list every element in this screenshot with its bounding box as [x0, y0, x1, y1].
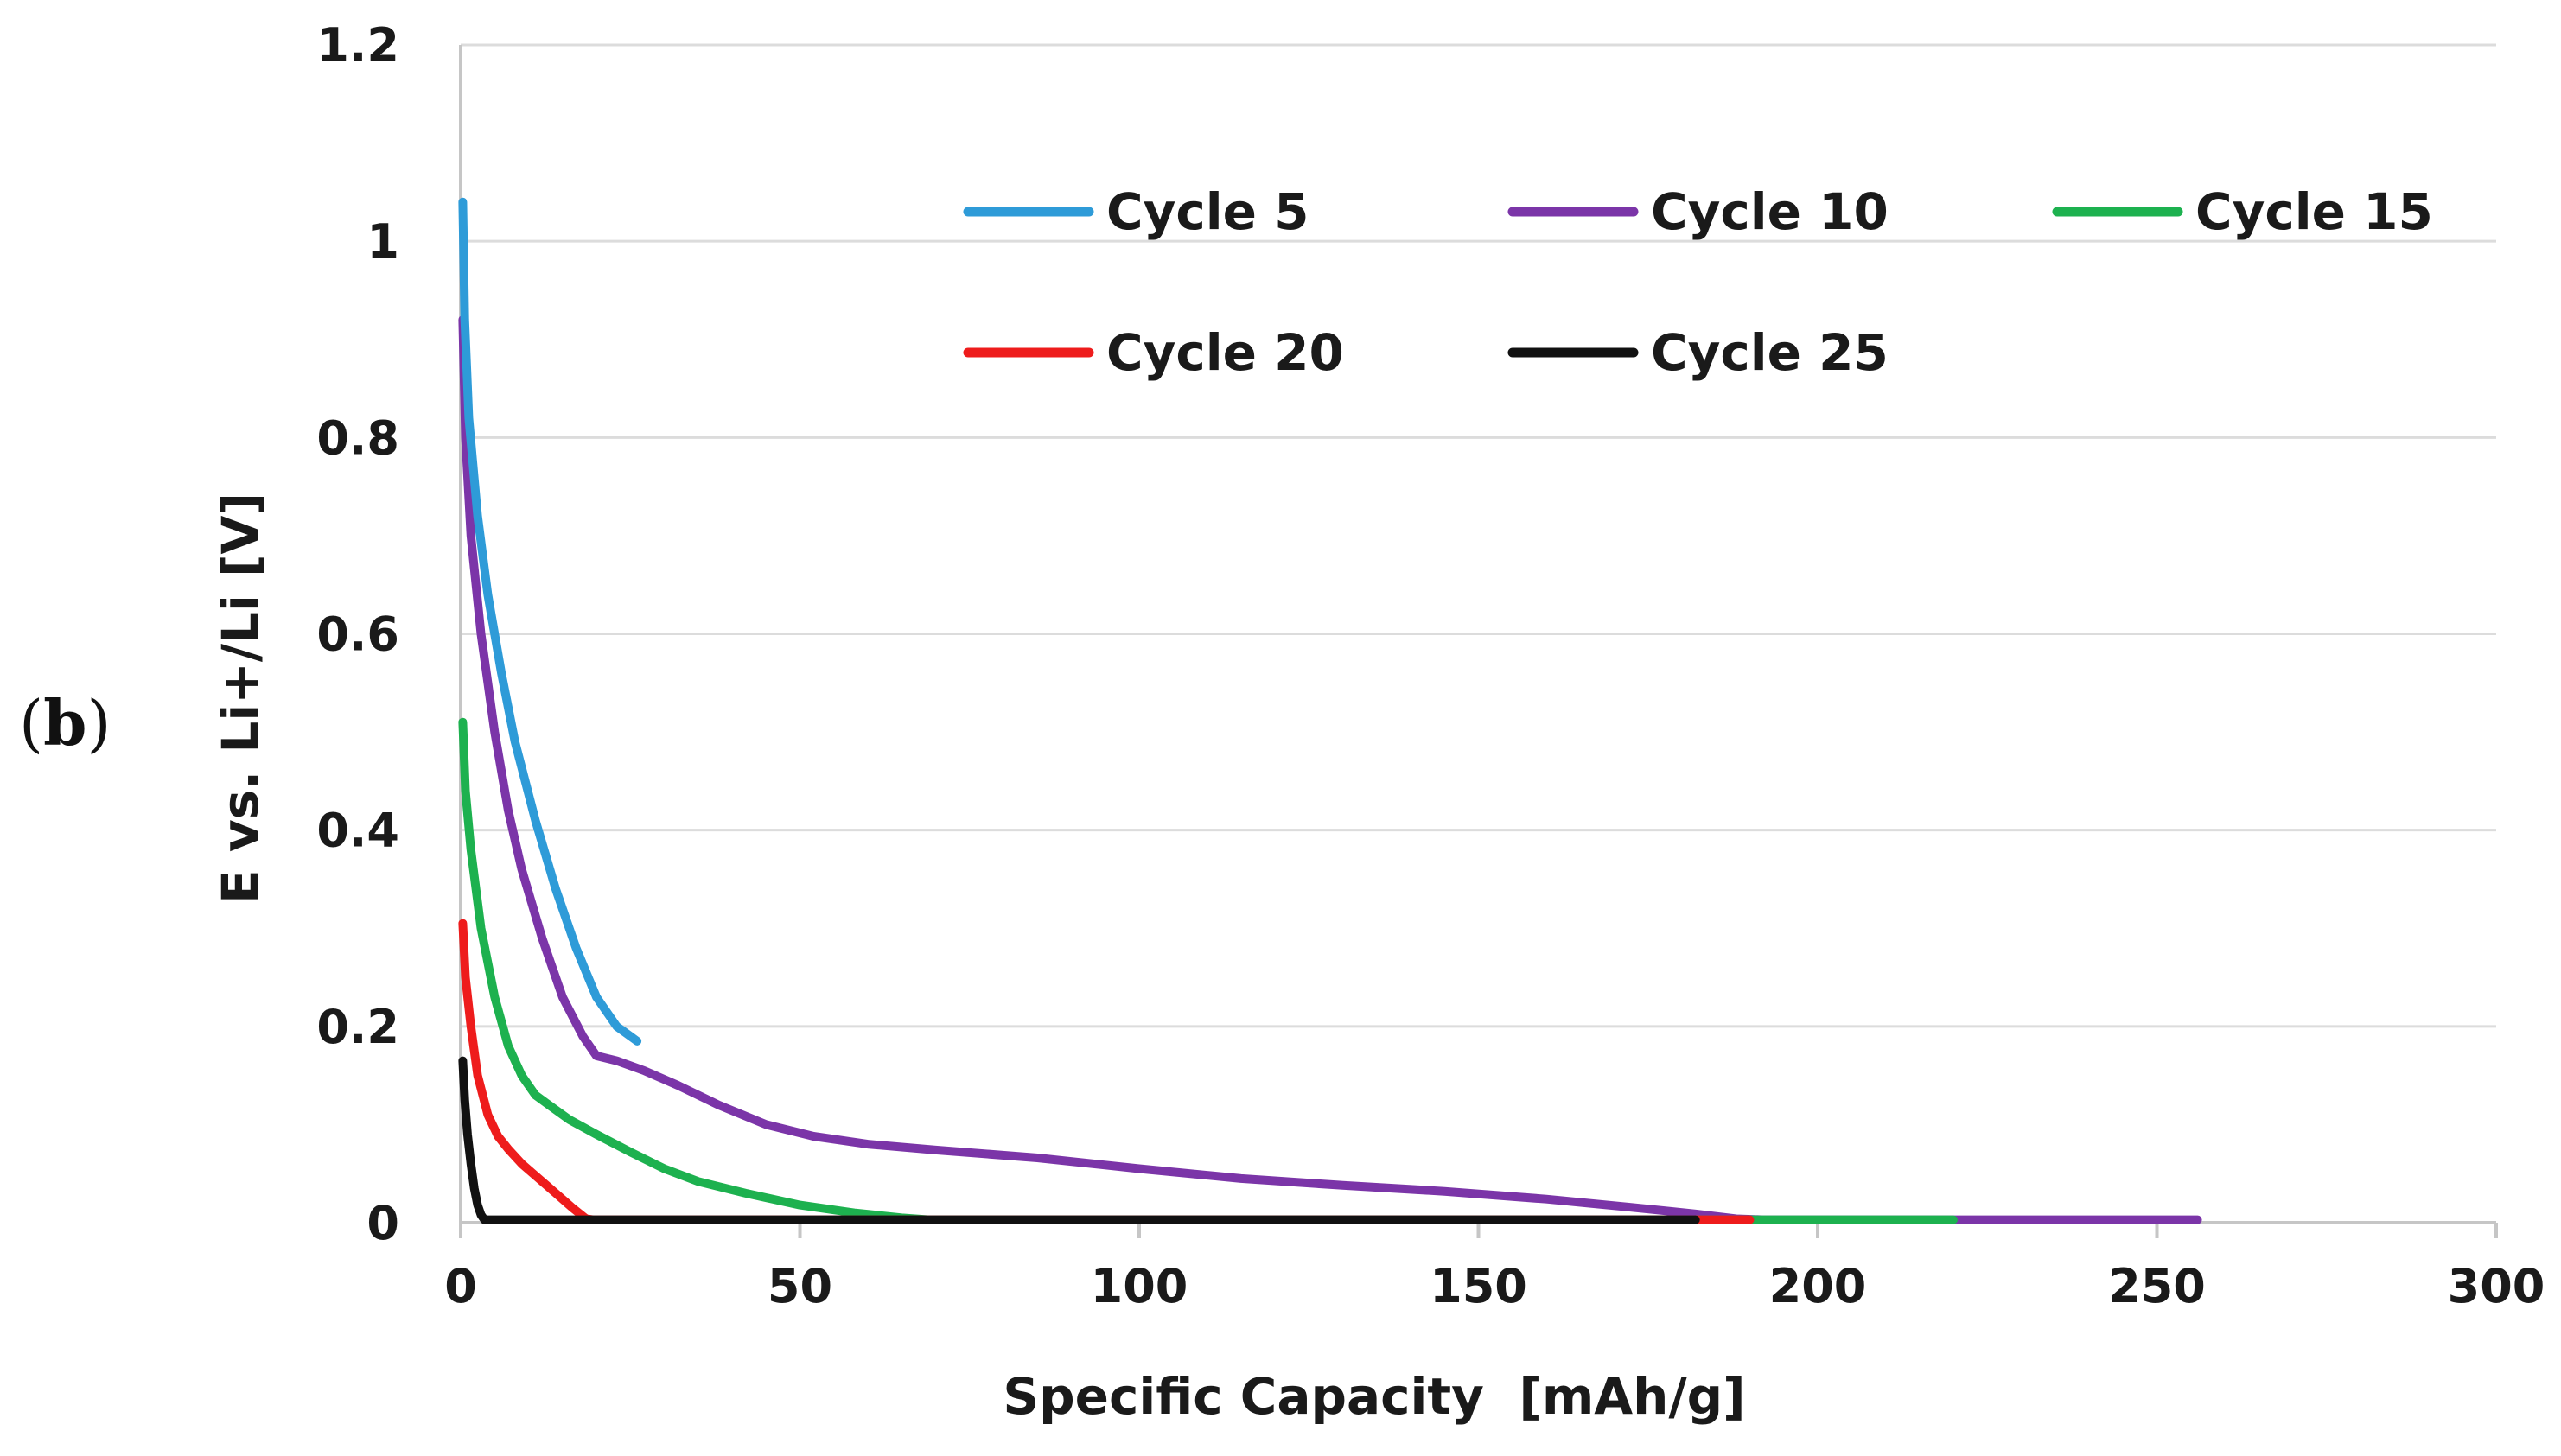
y-tick-label-5: 1 [366, 214, 399, 269]
x-tick-label-3: 150 [1430, 1259, 1527, 1313]
series-line-cycle-25 [458, 1056, 1700, 1224]
y-tick-label-1: 0.2 [316, 1000, 399, 1054]
x-tick-label-6: 300 [2448, 1259, 2545, 1313]
legend-label-cycle-20: Cycle 20 [1106, 323, 1344, 382]
y-tick-label-0: 0 [366, 1196, 399, 1250]
y-axis-title: E vs. Li+/Li [V] [211, 493, 270, 904]
series-lines [458, 197, 2202, 1224]
series-line-cycle-5 [458, 197, 642, 1046]
x-tick-label-4: 200 [1769, 1259, 1867, 1313]
legend-label-cycle-25: Cycle 25 [1651, 323, 1889, 382]
grid-lines [461, 43, 2496, 1028]
legend-label-cycle-10: Cycle 10 [1651, 182, 1889, 241]
y-tick-label-4: 0.8 [316, 410, 399, 465]
y-tick-label-6: 1.2 [316, 18, 399, 73]
panel-label: (b) [19, 686, 111, 760]
legend: Cycle 5 Cycle 10 Cycle 15 Cycle 20 Cycle 25 [963, 182, 2433, 382]
y-tick-label-2: 0.4 [316, 804, 399, 858]
series-line-cycle-10 [458, 315, 2202, 1224]
x-tick-label-1: 50 [768, 1259, 832, 1313]
x-axis-title: Specific Capacity [mAh/g] [1003, 1367, 1745, 1426]
axes [459, 45, 2498, 1238]
x-tick-label-0: 0 [444, 1259, 477, 1313]
series-line-cycle-15 [458, 717, 1958, 1224]
x-tick-label-5: 250 [2108, 1259, 2206, 1313]
y-tick-label-3: 0.6 [316, 607, 399, 662]
tick-labels: 0 50 100 150 200 250 300 0 0.2 0.4 0.6 0.8 1 1.2 [316, 18, 2545, 1313]
legend-label-cycle-15: Cycle 15 [2195, 182, 2433, 241]
legend-label-cycle-5: Cycle 5 [1106, 182, 1309, 241]
panel-label-letter: b [43, 686, 86, 760]
x-tick-label-2: 100 [1091, 1259, 1188, 1313]
